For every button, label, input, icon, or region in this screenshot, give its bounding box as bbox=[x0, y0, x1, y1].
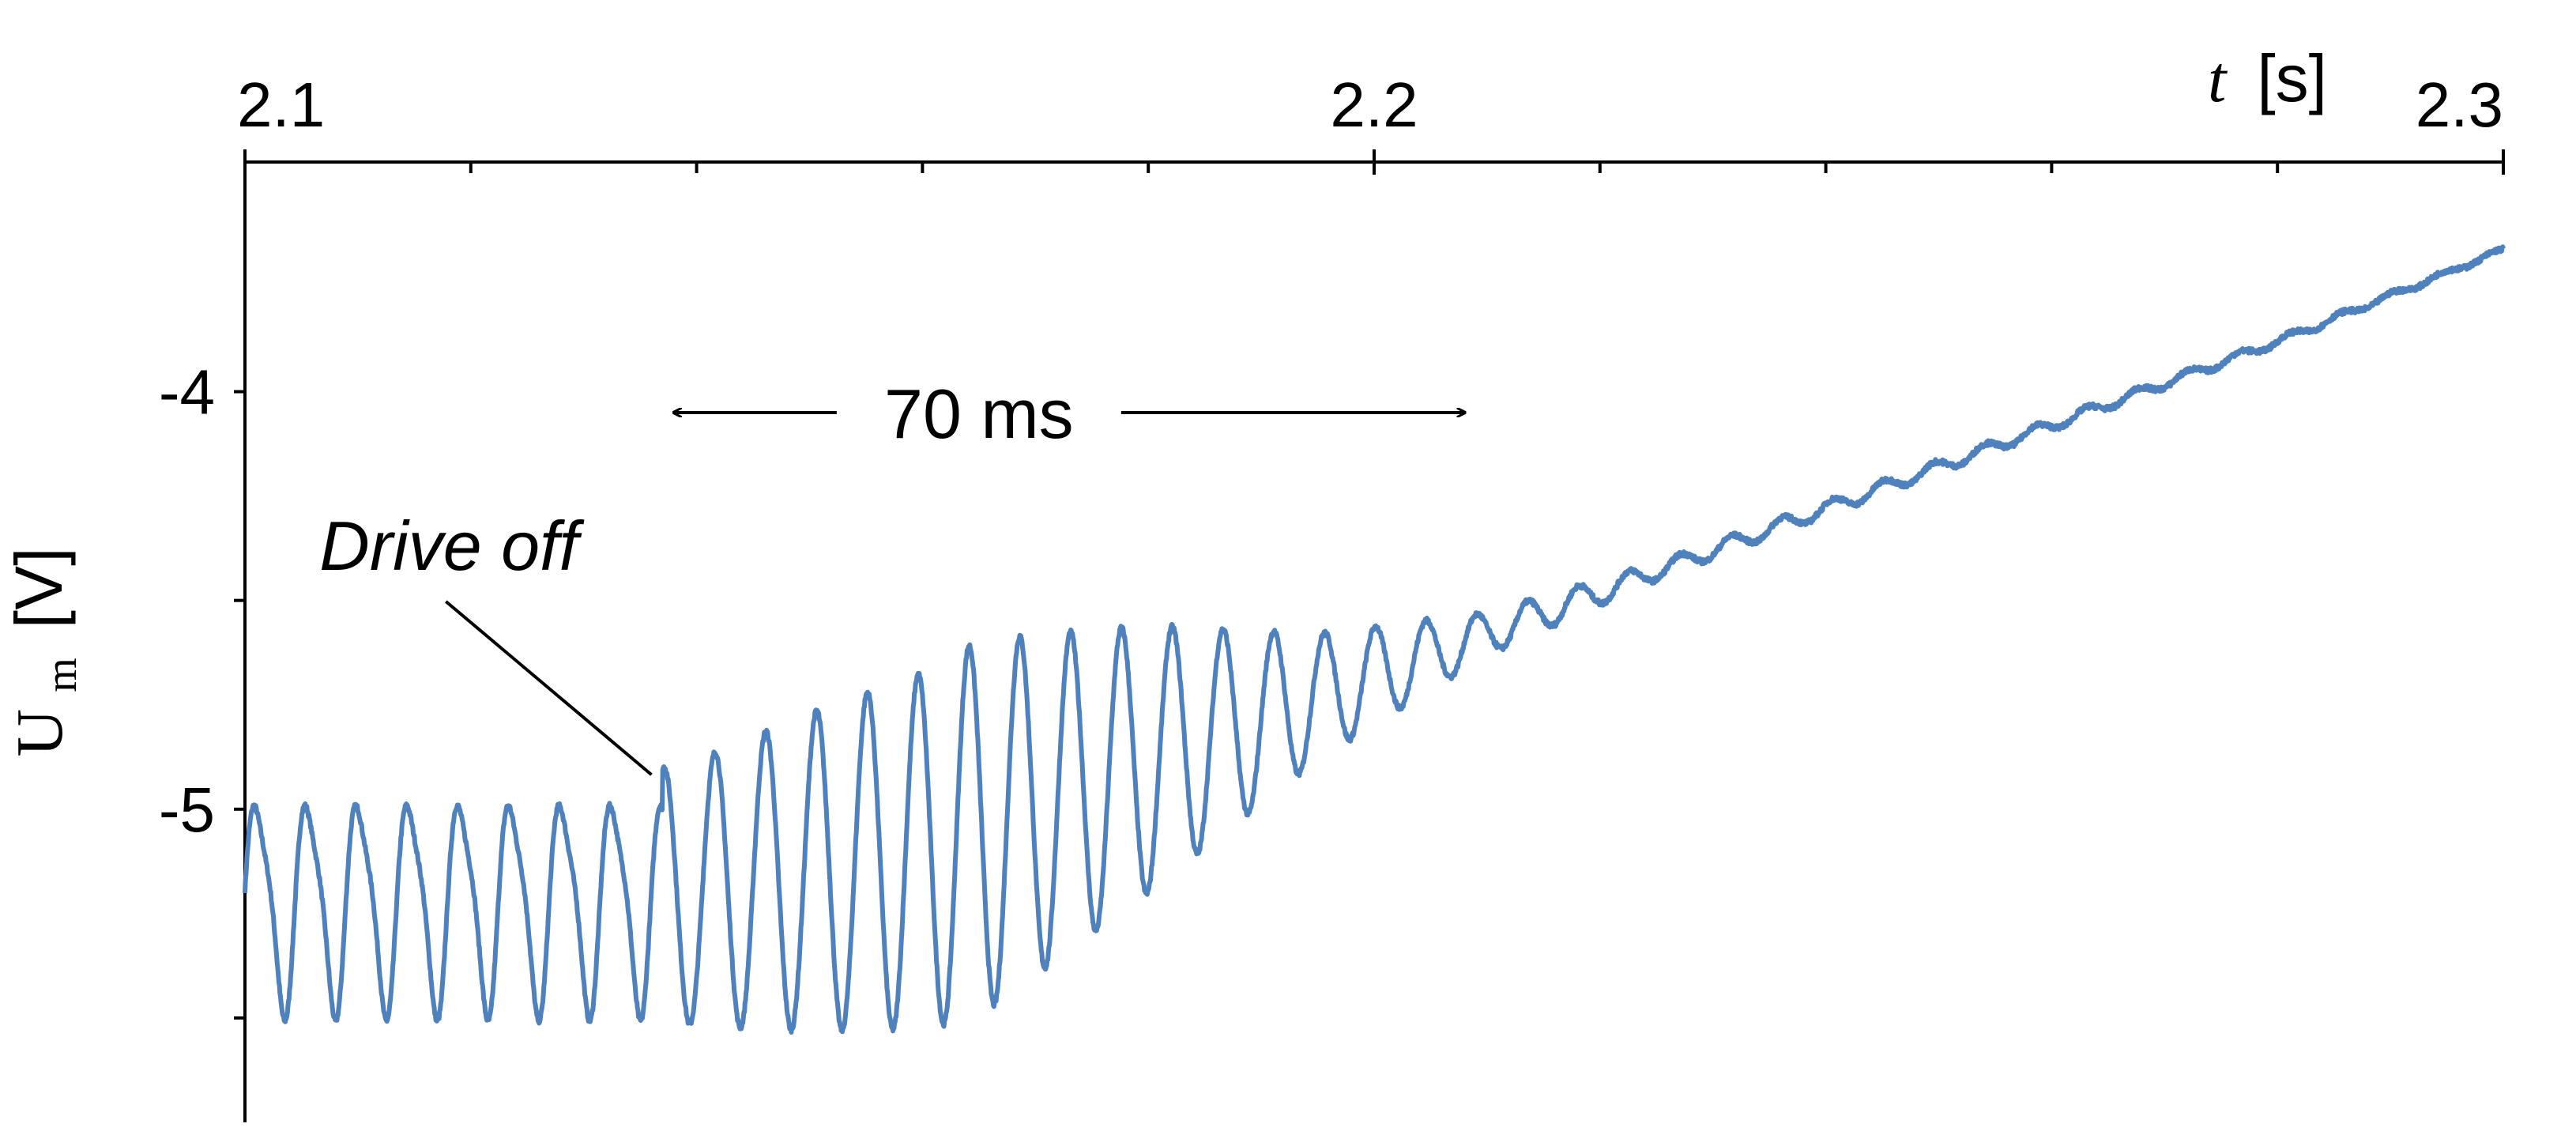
y-axis-title: U m [V] bbox=[2, 548, 91, 757]
annotation-drive-off: Drive off bbox=[319, 507, 585, 585]
x-axis-unit: [s] bbox=[2257, 41, 2327, 115]
series-group bbox=[243, 244, 2506, 1035]
y-axis-variable: U bbox=[3, 709, 77, 757]
annotation-drive-off-leader bbox=[445, 600, 653, 776]
x-axis-variable: t bbox=[2208, 43, 2228, 116]
y-tick-label: -5 bbox=[159, 775, 215, 845]
series-line bbox=[243, 244, 2506, 1035]
y-axis-subscript: m bbox=[37, 658, 86, 692]
annotations: Drive off 70 ms bbox=[319, 375, 1464, 776]
x-tick-label: 2.3 bbox=[2416, 70, 2503, 140]
x-axis-title: t [s] bbox=[2208, 41, 2327, 116]
x-tick-label: 2.2 bbox=[1330, 70, 1418, 140]
y-axis: -4 -5 bbox=[159, 162, 247, 1122]
y-tick-label: -4 bbox=[159, 357, 215, 428]
x-tick-label: 2.1 bbox=[237, 70, 325, 140]
annotation-70ms: 70 ms bbox=[884, 375, 1074, 453]
x-axis: 2.1 2.2 2.3 bbox=[237, 70, 2505, 175]
y-axis-unit: [V] bbox=[2, 548, 76, 629]
